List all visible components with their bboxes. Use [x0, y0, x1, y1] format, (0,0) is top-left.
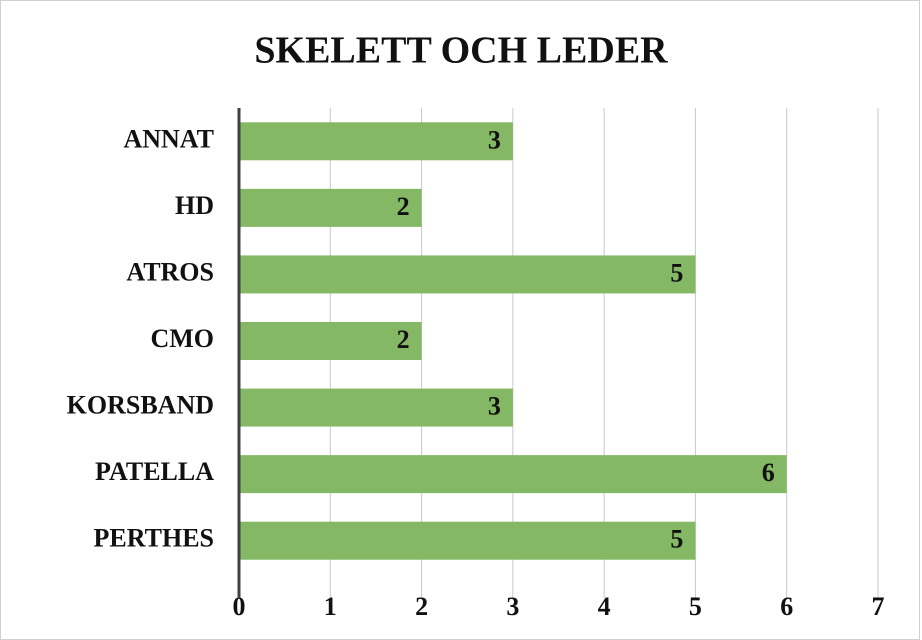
y-tick-label: HD [175, 191, 214, 220]
x-tick-label: 6 [780, 592, 793, 621]
bar [239, 322, 422, 360]
x-tick-label: 3 [506, 592, 519, 621]
y-tick-label: KORSBAND [67, 391, 214, 420]
bar [239, 388, 513, 427]
data-label: 6 [762, 458, 775, 487]
y-tick-label: ANNAT [123, 124, 214, 153]
y-tick-label: PATELLA [95, 457, 214, 486]
y-tick-label: ATROS [126, 257, 214, 286]
x-tick-label: 4 [598, 592, 611, 621]
chart-title: SKELETT OCH LEDER [254, 30, 668, 72]
x-tick-label: 2 [415, 592, 428, 621]
x-tick-label: 7 [872, 592, 885, 621]
x-tick-label: 0 [233, 592, 246, 621]
data-label: 2 [397, 192, 410, 221]
data-label: 3 [488, 392, 501, 421]
y-tick-label: PERTHES [94, 524, 214, 553]
bar [239, 521, 696, 560]
bar [239, 455, 787, 494]
data-label: 3 [488, 125, 501, 154]
data-label: 5 [670, 525, 683, 554]
y-tick-label: CMO [150, 324, 214, 353]
x-tick-label: 5 [689, 592, 702, 621]
data-label: 5 [670, 258, 683, 287]
bar [239, 122, 513, 161]
bar [239, 255, 696, 294]
data-label: 2 [397, 325, 410, 354]
x-tick-label: 1 [324, 592, 337, 621]
bar [239, 188, 422, 227]
